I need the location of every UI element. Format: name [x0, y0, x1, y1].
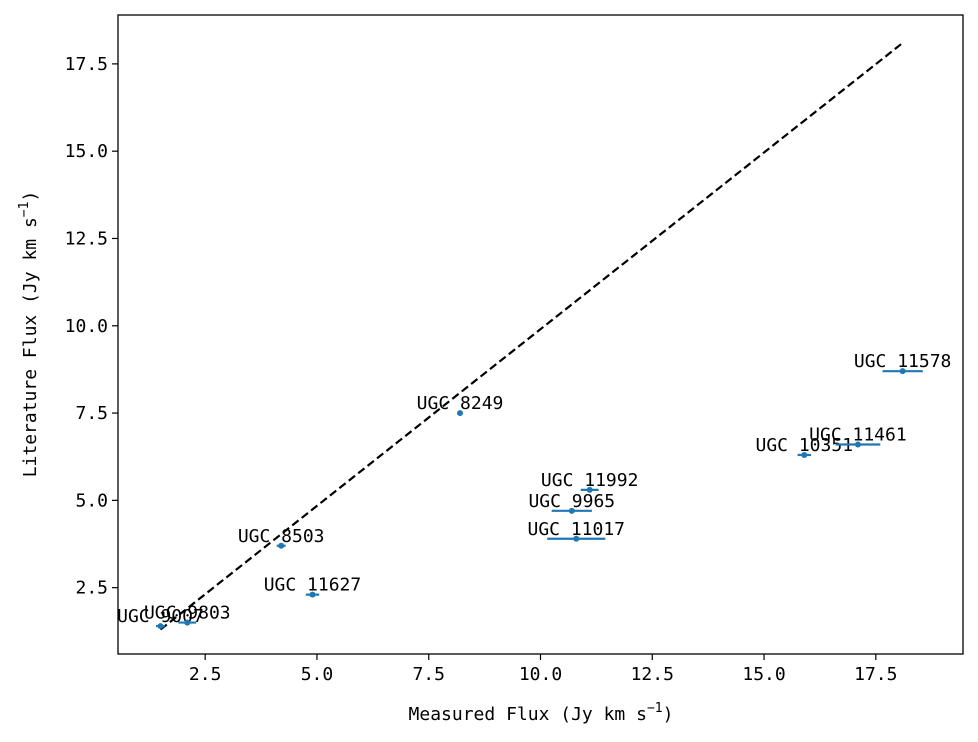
x-tick-label: 7.5	[412, 664, 445, 685]
data-point	[457, 410, 464, 417]
y-tick-label: 2.5	[75, 578, 108, 599]
data-point	[568, 507, 575, 514]
plot-border	[117, 14, 964, 655]
data-point-group: UGC 10351	[756, 435, 854, 458]
data-point	[854, 441, 861, 448]
x-tick-label: 12.5	[631, 664, 674, 685]
data-point	[309, 591, 316, 598]
point-label: UGC 11627	[264, 575, 362, 596]
point-label: UGC 11017	[527, 519, 625, 540]
x-tick-label: 15.0	[742, 664, 785, 685]
data-point-group: UGC 11627	[264, 575, 362, 598]
y-tick-label: 15.0	[65, 141, 108, 162]
data-point-group: UGC 11578	[854, 351, 952, 375]
y-tick-label: 10.0	[65, 316, 108, 337]
data-point-group: UGC 9965	[528, 491, 615, 514]
data-point	[586, 486, 593, 493]
point-label: UGC 11992	[541, 470, 639, 491]
plot-frame	[117, 14, 964, 655]
data-point	[157, 623, 164, 630]
reference-line	[159, 42, 904, 631]
data-point-group: UGC 11017	[527, 519, 625, 542]
y-tick-label: 12.5	[65, 228, 108, 249]
data-point	[278, 542, 285, 549]
data-point-group: UGC 8503	[238, 526, 325, 549]
data-point-group: UGC 8249	[417, 393, 504, 417]
data-point	[573, 535, 580, 542]
data-point	[899, 368, 906, 375]
point-label: UGC 9965	[528, 491, 615, 512]
point-label: UGC 11461	[809, 424, 907, 445]
point-label: UGC 8503	[238, 526, 325, 547]
x-tick-label: 5.0	[301, 664, 334, 685]
y-tick-label: 5.0	[75, 490, 108, 511]
point-label: UGC 9803	[144, 603, 231, 624]
y-axis-label: Literature Flux (Jy km s−1)	[17, 191, 41, 478]
x-tick-label: 17.5	[854, 664, 897, 685]
y-tick-label: 17.5	[65, 54, 108, 75]
point-label: UGC 8249	[417, 393, 504, 414]
x-tick-label: 10.0	[519, 664, 562, 685]
y-tick-label: 7.5	[75, 403, 108, 424]
data-point-group: UGC 9803	[144, 603, 231, 626]
data-point-group: UGC 11992	[541, 470, 639, 493]
axes-ticks: 2.5 5.0 7.5 10.0 12.5 15.0 17.5 2.5 5.0 7.5 10.0 12…	[65, 54, 898, 685]
x-tick-label: 2.5	[189, 664, 222, 685]
data-point	[801, 451, 808, 458]
x-axis-label: Measured Flux (Jy km s−1)	[409, 701, 674, 725]
point-label: UGC 10351	[756, 435, 854, 456]
point-label: UGC 11578	[854, 351, 952, 372]
data-point-group: UGC 11461	[809, 424, 907, 448]
data-point	[184, 619, 191, 626]
